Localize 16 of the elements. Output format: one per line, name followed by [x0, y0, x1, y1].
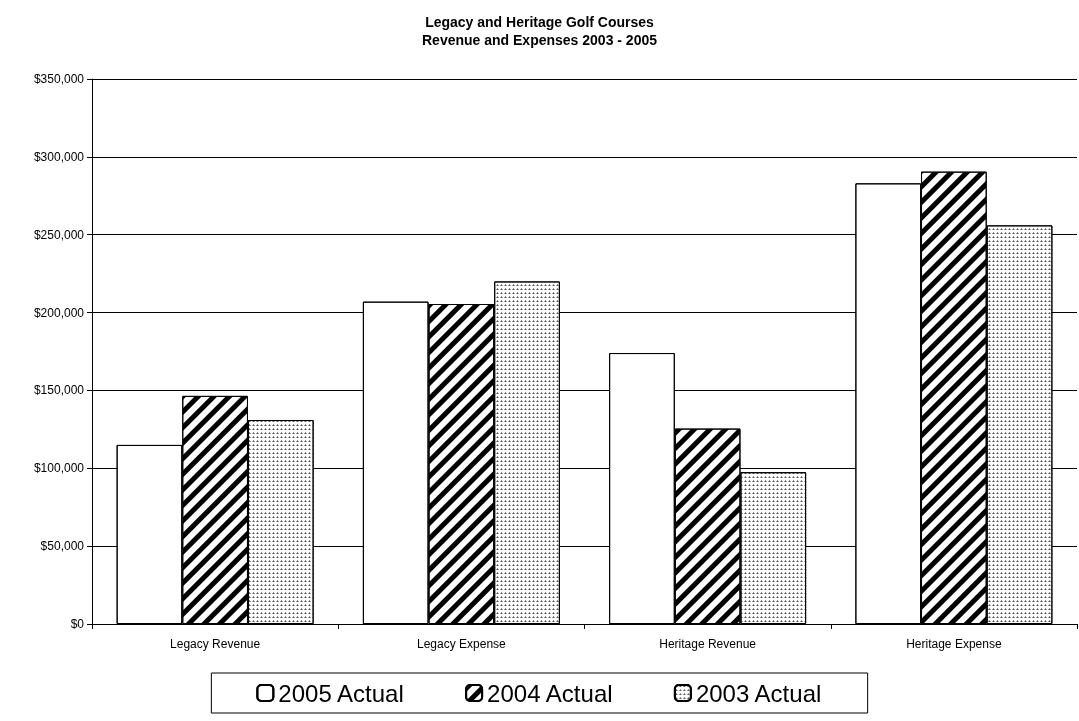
- y-tick-label: $0: [70, 617, 85, 631]
- y-tick-label: $350,000: [33, 72, 85, 86]
- legend-label: 2003 Actual: [695, 679, 822, 707]
- x-tick-label: Legacy Revenue: [170, 637, 261, 651]
- x-tick-label: Legacy Expense: [417, 637, 507, 651]
- y-tick-label: $300,000: [33, 149, 85, 164]
- y-tick-label: $150,000: [33, 383, 85, 398]
- legend-label: 2005 Actual: [278, 679, 404, 707]
- chart-title: Legacy and Heritage Golf Courses Revenue and Expenses 2003 - 2005: [421, 14, 658, 48]
- x-tick-label: Heritage Revenue: [659, 637, 757, 651]
- y-tick-label: $250,000: [33, 227, 85, 242]
- x-tick-label: Heritage Expense: [906, 637, 1002, 651]
- y-tick-label: $100,000: [33, 461, 85, 476]
- y-tick-label: $200,000: [33, 305, 85, 320]
- y-tick-label: $50,000: [40, 539, 85, 554]
- legend-label: 2004 Actual: [487, 679, 613, 707]
